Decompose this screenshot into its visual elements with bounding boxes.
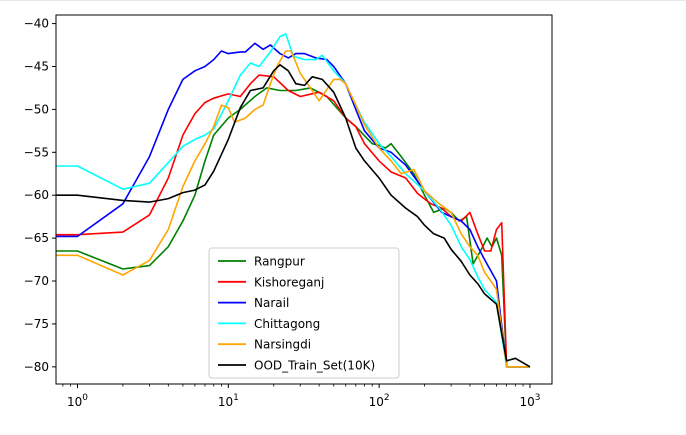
y-tick-label-3: −55: [24, 145, 49, 159]
y-axis: −40 −45 −50 −55 −60 −65 −70 −75 −80: [24, 17, 56, 374]
legend-label-0: Rangpur: [254, 255, 305, 269]
y-tick-label-7: −75: [24, 317, 49, 331]
legend-label-4: Narsingdi: [254, 338, 311, 352]
y-tick-label-8: −80: [24, 360, 49, 374]
y-tick-label-2: −50: [24, 102, 49, 116]
series-line-5: [56, 64, 531, 368]
legend-label-1: Kishoreganj: [254, 275, 324, 289]
series-line-1: [56, 74, 530, 368]
plot-frame: [55, 14, 553, 385]
x-tick-label-1: 101: [218, 393, 239, 409]
y-tick-label-4: −60: [24, 188, 49, 202]
legend: Rangpur Kishoreganj Narail Chittagong Narsin…: [208, 247, 400, 379]
series-line-2: [56, 42, 530, 368]
legend-box: [208, 247, 400, 379]
y-tick-label-5: −65: [24, 231, 49, 245]
x-tick-label-2: 102: [369, 393, 390, 409]
x-tick-label-3: 103: [519, 393, 540, 409]
y-tick-label-1: −45: [24, 59, 49, 73]
series-line-3: [56, 33, 530, 368]
legend-label-3: Chittagong: [254, 317, 320, 331]
window-top-divider: [0, 0, 686, 1]
series-line-4: [56, 50, 530, 368]
x-axis: 100 101 102 103: [62, 384, 540, 409]
y-tick-label-0: −40: [24, 17, 49, 31]
legend-label-2: Narail: [254, 296, 289, 310]
x-tick-label-0: 100: [67, 393, 88, 409]
y-tick-label-6: −70: [24, 274, 49, 288]
legend-label-5: OOD_Train_Set(10K): [254, 359, 375, 373]
series-layer: [56, 33, 531, 368]
